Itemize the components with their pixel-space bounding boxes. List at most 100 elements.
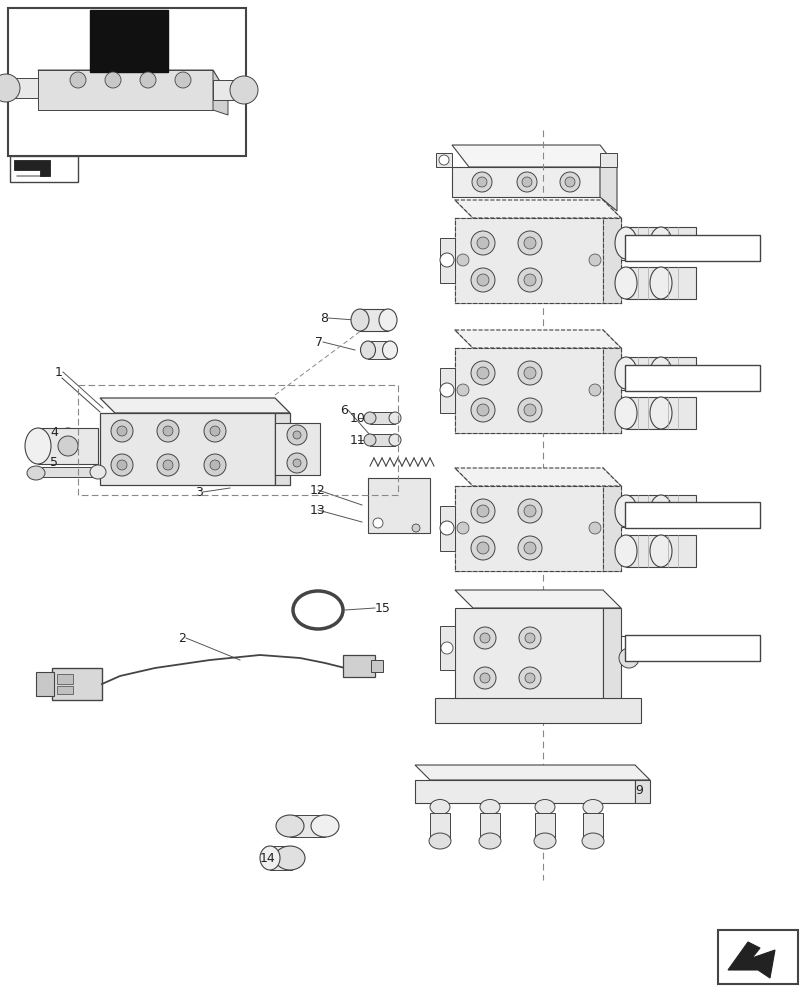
Text: 9: 9 — [634, 784, 642, 796]
Circle shape — [523, 237, 535, 249]
Circle shape — [517, 398, 541, 422]
Polygon shape — [603, 348, 620, 433]
Bar — [430, 813, 449, 841]
Polygon shape — [454, 468, 620, 486]
Circle shape — [440, 383, 453, 397]
Polygon shape — [10, 78, 38, 98]
Bar — [624, 635, 759, 661]
Polygon shape — [38, 70, 228, 95]
Polygon shape — [454, 590, 620, 608]
Circle shape — [470, 536, 495, 560]
Bar — [625, 357, 695, 389]
Circle shape — [157, 420, 178, 442]
Ellipse shape — [649, 535, 672, 567]
Ellipse shape — [649, 227, 672, 259]
Ellipse shape — [302, 599, 333, 621]
Ellipse shape — [379, 309, 397, 331]
Circle shape — [474, 627, 496, 649]
Ellipse shape — [388, 412, 401, 424]
Ellipse shape — [479, 800, 500, 814]
Ellipse shape — [363, 412, 375, 424]
Circle shape — [517, 499, 541, 523]
Circle shape — [470, 231, 495, 255]
Bar — [38, 428, 98, 464]
Bar — [342, 655, 375, 677]
Ellipse shape — [614, 227, 636, 259]
Polygon shape — [414, 765, 649, 780]
Polygon shape — [440, 626, 454, 670]
Polygon shape — [275, 423, 320, 475]
Polygon shape — [435, 698, 640, 723]
Circle shape — [204, 420, 225, 442]
Circle shape — [517, 536, 541, 560]
Polygon shape — [634, 780, 649, 803]
Polygon shape — [440, 238, 454, 283]
Circle shape — [471, 172, 491, 192]
Ellipse shape — [382, 341, 397, 359]
Ellipse shape — [614, 495, 636, 527]
Ellipse shape — [478, 833, 500, 849]
Text: 5: 5 — [50, 456, 58, 468]
Bar — [624, 235, 759, 261]
Circle shape — [105, 72, 121, 88]
Circle shape — [411, 524, 419, 532]
Ellipse shape — [649, 357, 672, 389]
Circle shape — [0, 74, 20, 102]
Bar — [36, 672, 54, 696]
Circle shape — [470, 499, 495, 523]
Polygon shape — [100, 398, 290, 413]
Circle shape — [70, 72, 86, 88]
Polygon shape — [100, 413, 275, 485]
Polygon shape — [599, 167, 616, 211]
Bar — [8, 8, 246, 156]
Circle shape — [523, 274, 535, 286]
Circle shape — [457, 384, 469, 396]
Ellipse shape — [360, 341, 375, 359]
Bar — [52, 668, 102, 700]
Ellipse shape — [276, 815, 303, 837]
Circle shape — [111, 454, 133, 476]
Circle shape — [523, 542, 535, 554]
Circle shape — [476, 505, 488, 517]
Circle shape — [560, 172, 579, 192]
Ellipse shape — [90, 465, 106, 479]
Circle shape — [117, 460, 127, 470]
Ellipse shape — [293, 591, 342, 629]
Bar — [57, 686, 73, 694]
Polygon shape — [727, 942, 774, 978]
Circle shape — [517, 231, 541, 255]
Circle shape — [523, 367, 535, 379]
Polygon shape — [414, 780, 634, 803]
Circle shape — [439, 155, 448, 165]
Circle shape — [523, 505, 535, 517]
Ellipse shape — [363, 434, 375, 446]
Circle shape — [372, 518, 383, 528]
Ellipse shape — [27, 466, 45, 480]
Circle shape — [588, 254, 600, 266]
Circle shape — [117, 426, 127, 436]
Bar — [625, 397, 695, 429]
Ellipse shape — [428, 833, 450, 849]
Ellipse shape — [534, 833, 556, 849]
Circle shape — [518, 667, 540, 689]
Bar — [78, 385, 397, 495]
Bar — [534, 813, 554, 841]
Circle shape — [517, 172, 536, 192]
Circle shape — [525, 673, 534, 683]
Circle shape — [476, 177, 487, 187]
Polygon shape — [38, 70, 212, 110]
Polygon shape — [454, 200, 620, 218]
Ellipse shape — [614, 535, 636, 567]
Circle shape — [293, 459, 301, 467]
Ellipse shape — [581, 833, 603, 849]
Bar — [367, 341, 389, 359]
Text: 14: 14 — [260, 852, 276, 864]
Circle shape — [525, 633, 534, 643]
Circle shape — [588, 384, 600, 396]
Text: 1: 1 — [55, 365, 62, 378]
Bar — [717, 930, 797, 984]
Polygon shape — [436, 153, 452, 167]
Bar — [57, 674, 73, 684]
Text: 6: 6 — [340, 403, 347, 416]
Circle shape — [286, 425, 307, 445]
